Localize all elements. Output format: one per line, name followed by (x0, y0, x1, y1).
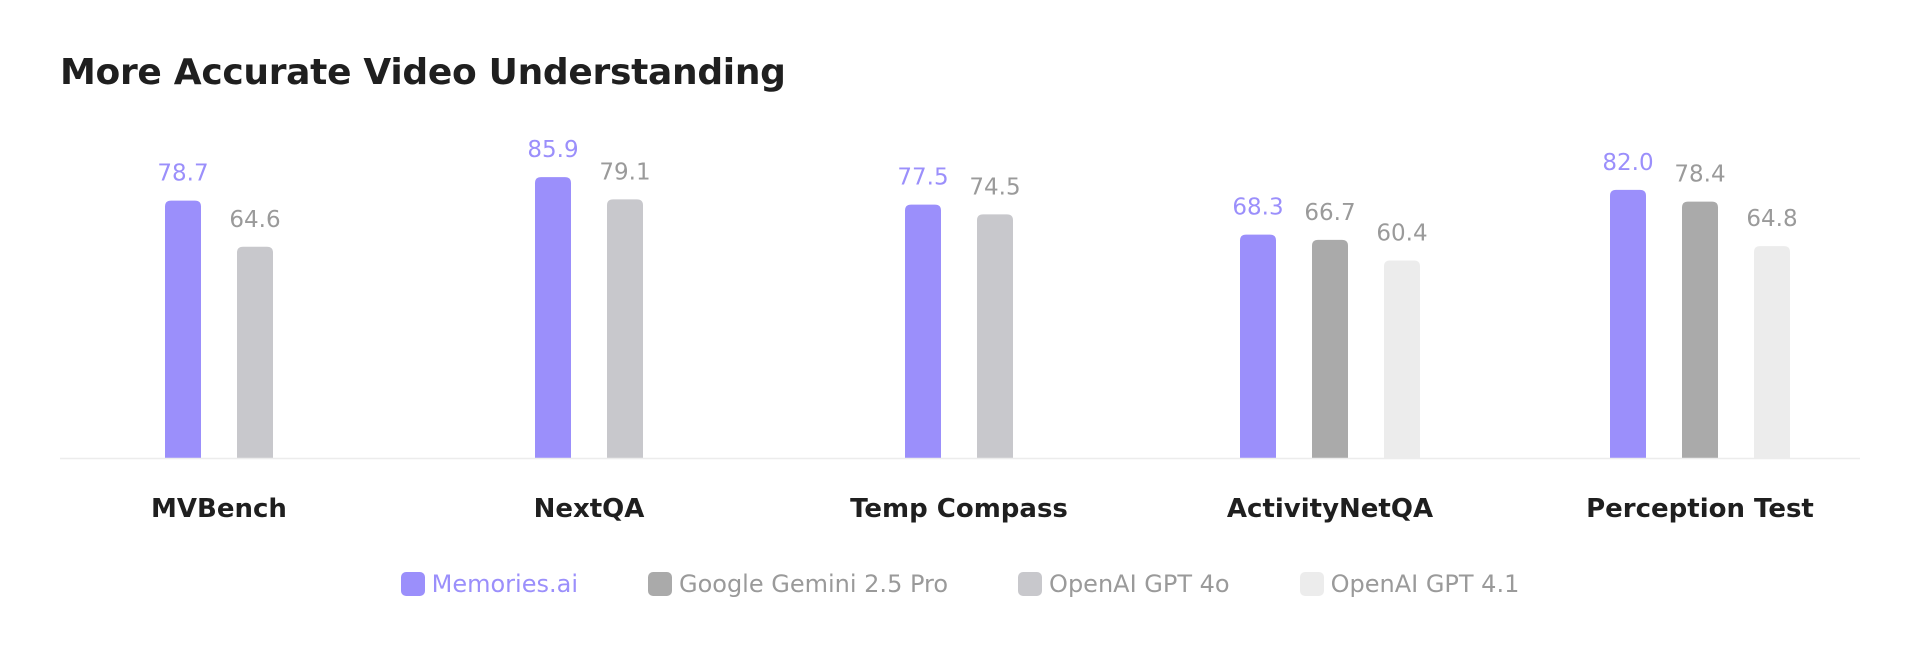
bar-perception-test-memories-ai (1610, 189, 1646, 459)
bar-chart: 78.7 64.6 MVBench 85.9 79.1 NextQA 77.5 74.5 Tem… (60, 137, 1860, 524)
legend-swatch-openai-gpt-4-1 (1299, 572, 1324, 596)
value-label-perception-test-memories-ai: 82.0 (1602, 150, 1653, 176)
legend-swatch-memories-ai (400, 572, 425, 596)
bar-mvbench-memories-ai (165, 200, 201, 458)
bar-temp-compass-openai-gpt-4o (977, 214, 1013, 458)
category-label-nextqa: NextQA (534, 494, 645, 524)
legend-item-openai-gpt-4o: OpenAI GPT 4o (1018, 570, 1230, 598)
legend-label-google-gemini-2-5-pro: Google Gemini 2.5 Pro (678, 570, 949, 598)
legend-item-memories-ai: Memories.ai (400, 570, 578, 598)
legend-item-openai-gpt-4-1: OpenAI GPT 4.1 (1299, 570, 1520, 598)
bar-activitynetqa-openai-gpt-4-1 (1384, 260, 1420, 458)
value-label-activitynetqa-openai-gpt-4-1: 60.4 (1376, 220, 1427, 246)
bars-layer (165, 177, 1790, 459)
labels-layer: 78.7 64.6 MVBench 85.9 79.1 NextQA 77.5 74.5 Tem… (151, 137, 1814, 524)
bar-activitynetqa-memories-ai (1240, 234, 1276, 458)
chart-title: More Accurate Video Understanding (60, 52, 786, 93)
legend: Memories.ai Google Gemini 2.5 Pro OpenAI G… (0, 570, 1920, 598)
category-label-activitynetqa: ActivityNetQA (1227, 494, 1433, 524)
legend-label-memories-ai: Memories.ai (431, 570, 578, 598)
bar-perception-test-openai-gpt-4-1 (1754, 246, 1790, 458)
bar-nextqa-openai-gpt-4o (607, 199, 643, 458)
category-label-mvbench: MVBench (151, 494, 287, 524)
value-label-perception-test-google-gemini-2-5-pro: 78.4 (1674, 162, 1725, 188)
legend-swatch-openai-gpt-4o (1018, 572, 1043, 596)
bar-perception-test-google-gemini-2-5-pro (1682, 201, 1718, 458)
value-label-nextqa-openai-gpt-4o: 79.1 (599, 159, 650, 185)
bar-nextqa-memories-ai (535, 177, 571, 458)
value-label-perception-test-openai-gpt-4-1: 64.8 (1746, 206, 1797, 232)
value-label-mvbench-memories-ai: 78.7 (157, 161, 208, 187)
legend-item-google-gemini-2-5-pro: Google Gemini 2.5 Pro (647, 570, 949, 598)
value-label-nextqa-memories-ai: 85.9 (527, 137, 578, 163)
value-label-activitynetqa-google-gemini-2-5-pro: 66.7 (1304, 200, 1355, 226)
bar-temp-compass-memories-ai (905, 204, 941, 458)
legend-label-openai-gpt-4-1: OpenAI GPT 4.1 (1330, 570, 1520, 598)
value-label-temp-compass-memories-ai: 77.5 (897, 165, 948, 191)
value-label-temp-compass-openai-gpt-4o: 74.5 (969, 174, 1020, 200)
category-label-perception-test: Perception Test (1586, 494, 1814, 524)
value-label-mvbench-openai-gpt-4o: 64.6 (229, 207, 280, 233)
value-label-activitynetqa-memories-ai: 68.3 (1232, 195, 1283, 221)
category-label-temp-compass: Temp Compass (850, 494, 1068, 524)
legend-label-openai-gpt-4o: OpenAI GPT 4o (1049, 570, 1230, 598)
bar-activitynetqa-google-gemini-2-5-pro (1312, 239, 1348, 458)
bar-mvbench-openai-gpt-4o (237, 246, 273, 458)
legend-swatch-google-gemini-2-5-pro (647, 572, 672, 596)
